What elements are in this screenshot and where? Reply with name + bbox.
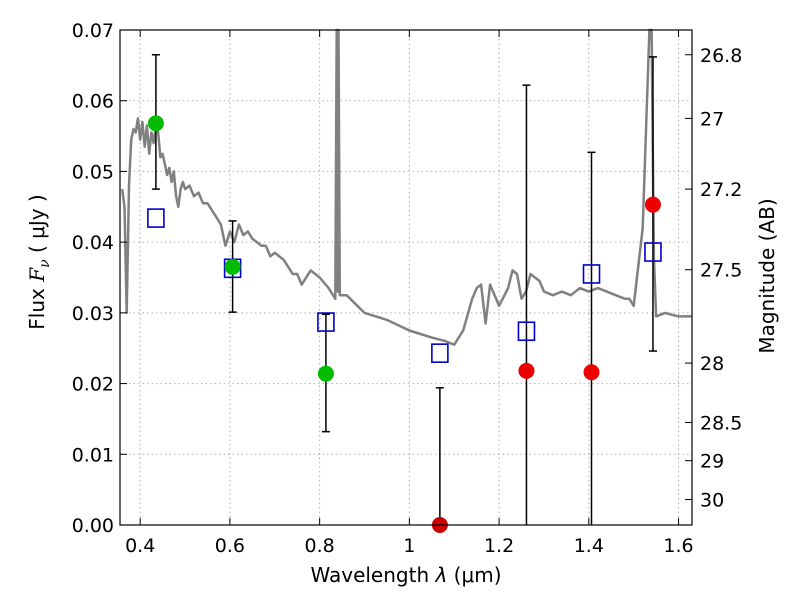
- model-flux-marker-3: [431, 343, 449, 363]
- x-tick-label: 1.4: [574, 535, 604, 557]
- y-axis-label: Flux Fν ( μJy ): [25, 194, 53, 329]
- observed-flux-marker-4: [518, 362, 535, 379]
- y-tick-label: 0.05: [72, 161, 114, 183]
- x-tick-label: 1.6: [663, 535, 693, 557]
- x-tick-label: 0.8: [305, 535, 335, 557]
- x-tick-label: 1: [403, 535, 415, 557]
- magnitude-tick-label: 28: [700, 353, 724, 375]
- magnitude-tick-label: 27.2: [700, 179, 742, 201]
- model-flux-marker-6: [644, 242, 662, 262]
- observed-flux-marker-1: [224, 258, 241, 275]
- observed-flux-markers: [147, 115, 661, 533]
- model-flux-markers: [147, 208, 662, 363]
- x-axis-ticks: 0.4 0.6 0.8 1 1.2 1.4 1.6: [125, 30, 694, 557]
- magnitude-tick-label: 29: [700, 451, 724, 473]
- observed-flux-marker-5: [583, 364, 600, 381]
- magnitude-tick-label: 30: [700, 490, 724, 512]
- spectrum-line: [120, 28, 692, 346]
- magnitude-axis-ticks: 26.8 27 27.2 27.5 28 28.5 29 30: [685, 45, 742, 512]
- y-tick-label: 0.01: [72, 444, 114, 466]
- y-tick-label: 0.02: [72, 374, 114, 396]
- plot-background: [120, 30, 692, 525]
- model-flux-marker-4: [517, 321, 536, 342]
- model-flux-marker-0: [147, 208, 165, 228]
- y-tick-label: 0.03: [72, 303, 114, 325]
- magnitude-tick-label: 26.8: [700, 45, 742, 67]
- y-axis-ticks: 0.00 0.01 0.02 0.03 0.04 0.05 0.06 0.07: [72, 20, 127, 537]
- y-tick-label: 0.00: [72, 515, 114, 537]
- magnitude-tick-label: 28.5: [700, 412, 742, 434]
- model-flux-marker-5: [582, 264, 601, 284]
- template-spectrum: [120, 28, 692, 346]
- observed-flux-marker-0: [147, 115, 164, 132]
- x-axis-label: Wavelength λ (μm): [310, 563, 501, 587]
- x-tick-label: 0.6: [215, 535, 245, 557]
- y-tick-label: 0.07: [72, 20, 114, 42]
- y-tick-label: 0.06: [72, 91, 114, 113]
- magnitude-tick-label: 27: [700, 108, 724, 130]
- observed-flux-marker-6: [644, 196, 661, 213]
- plot-frame: [119, 29, 693, 526]
- magnitude-axis-label: Magnitude (AB): [755, 198, 779, 353]
- x-tick-label: 0.4: [125, 535, 155, 557]
- model-flux-marker-2: [317, 312, 335, 332]
- y-tick-label: 0.04: [72, 232, 114, 254]
- observed-flux-marker-2: [317, 365, 334, 382]
- magnitude-tick-label: 27.5: [700, 260, 742, 282]
- x-tick-label: 1.2: [484, 535, 514, 557]
